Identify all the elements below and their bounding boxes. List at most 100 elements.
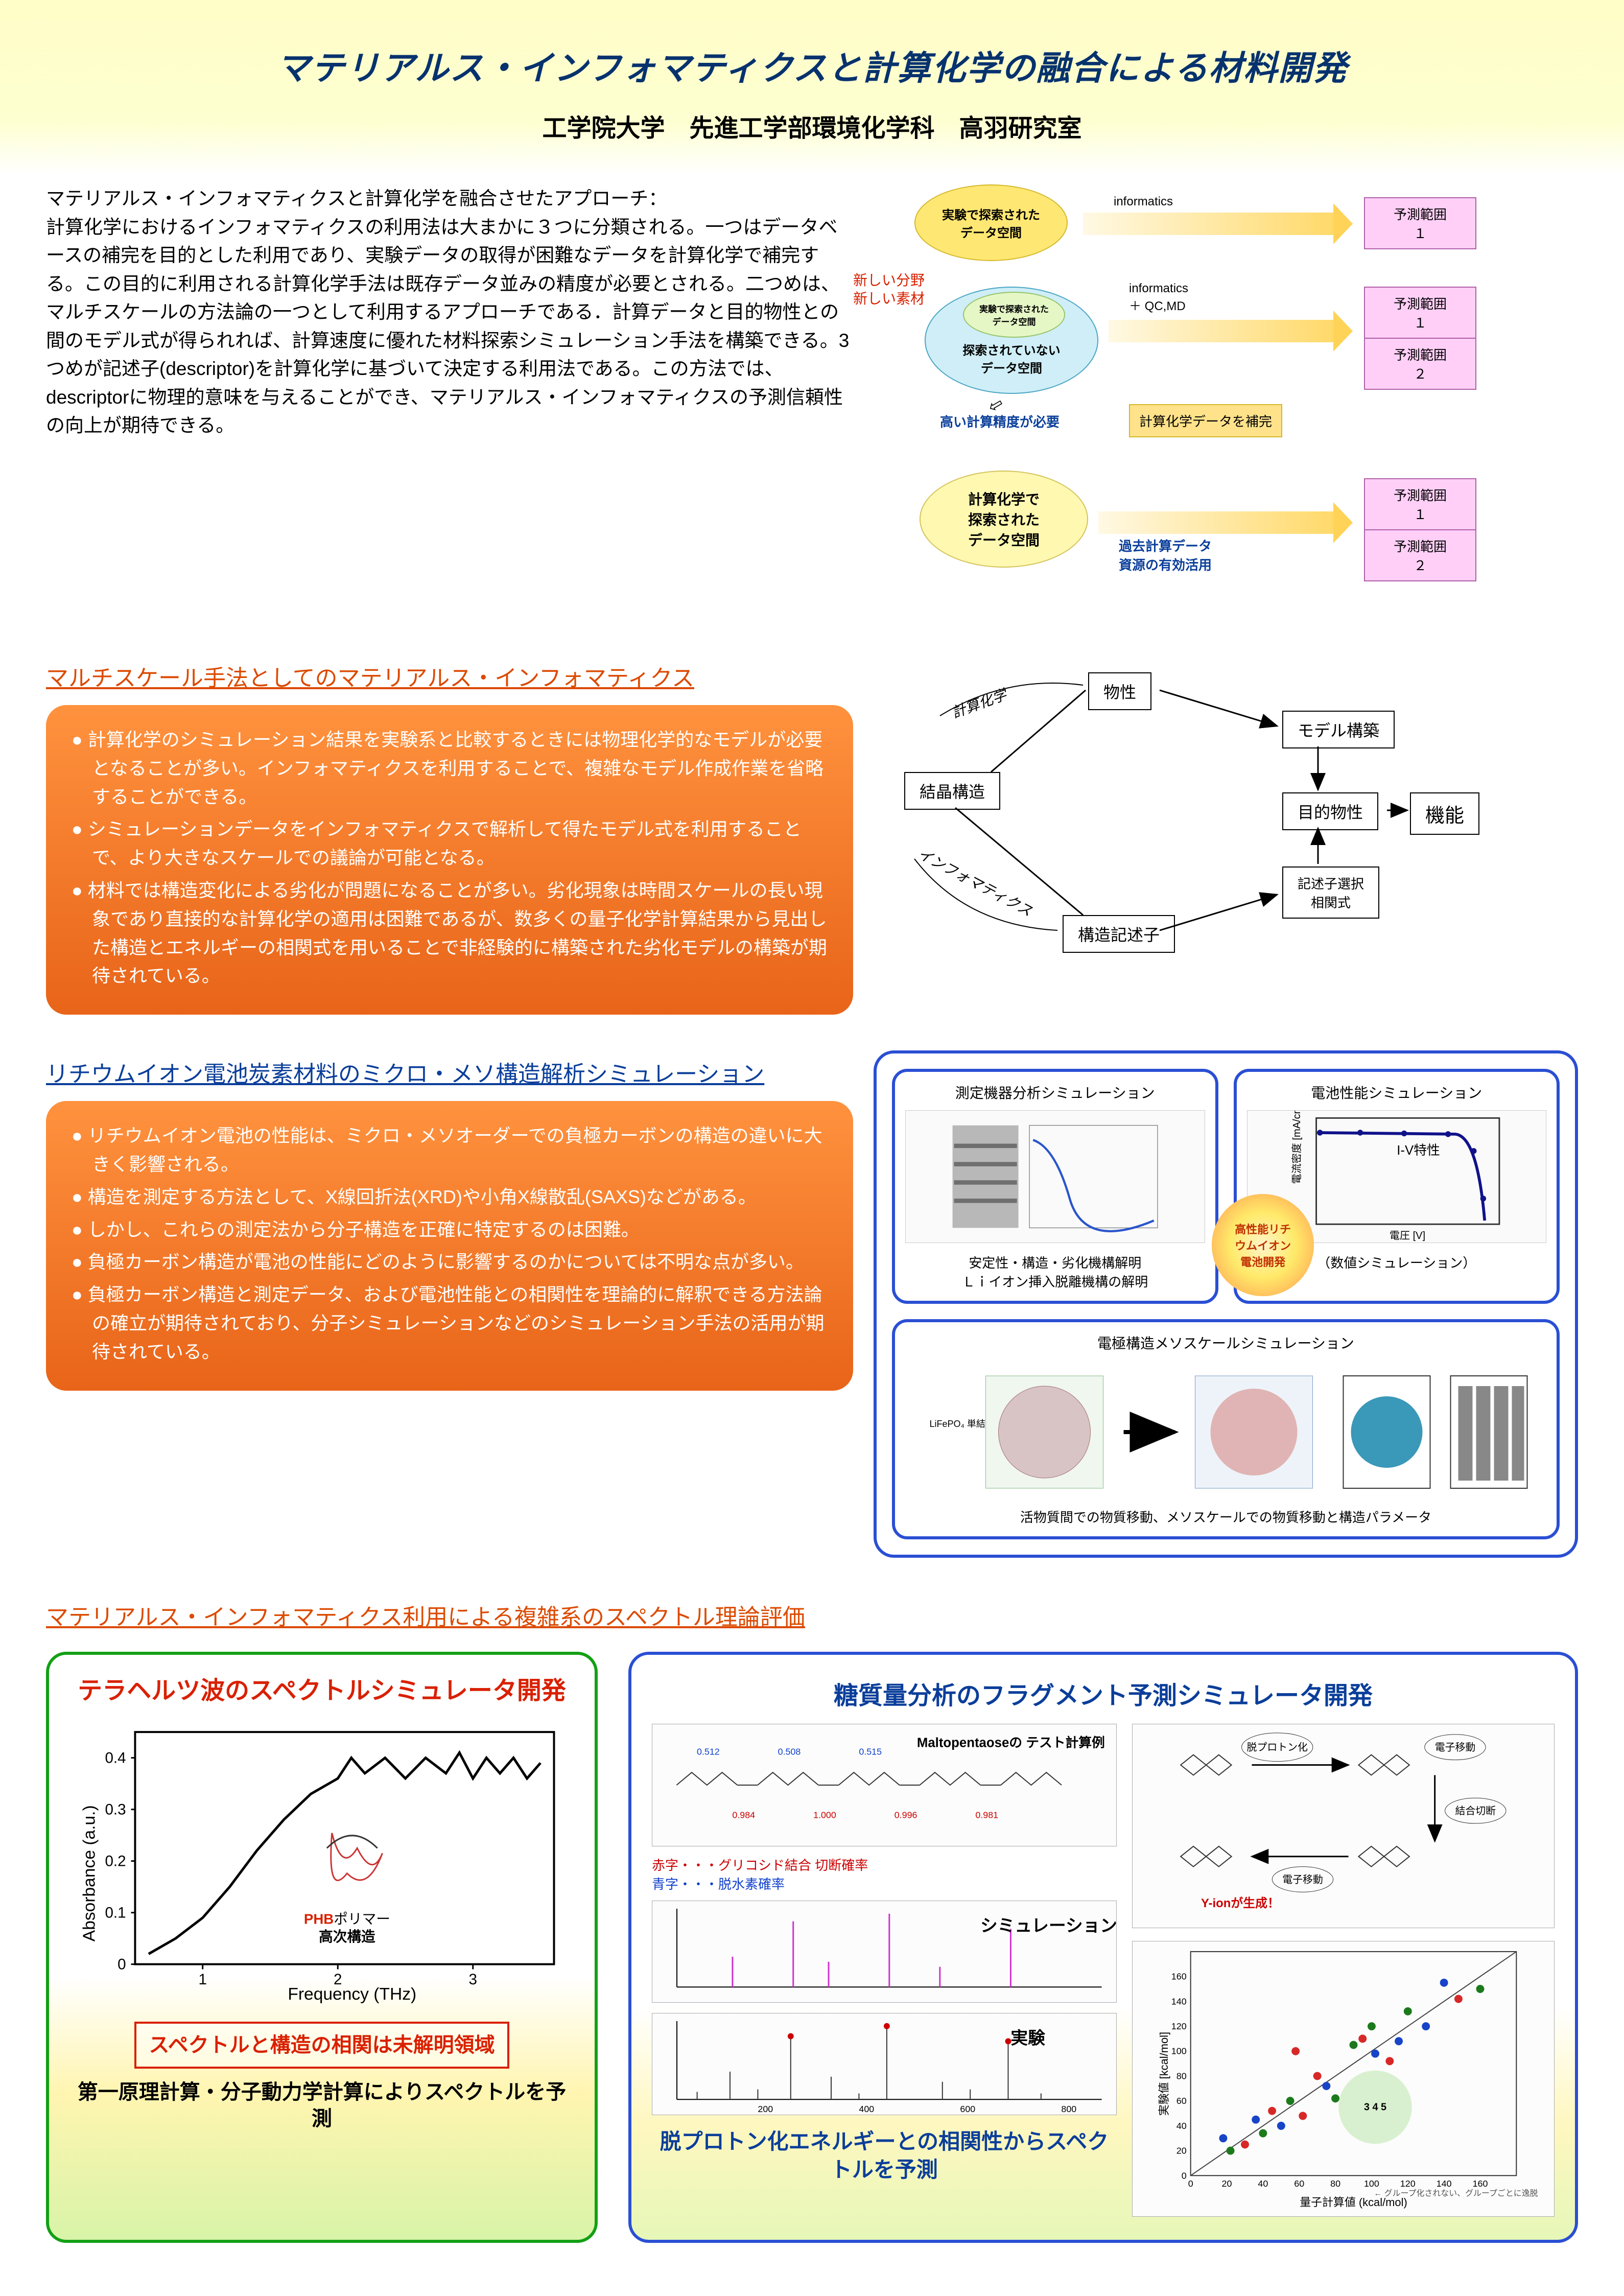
svg-text:60: 60 <box>1294 2178 1304 2189</box>
svg-text:0.1: 0.1 <box>105 1904 126 1921</box>
svg-text:140: 140 <box>1437 2178 1452 2189</box>
thz-foot: 第一原理計算・分子動力学計算によりスペクトルを予測 <box>69 2079 574 2132</box>
thz-panel: テラヘルツ波のスペクトルシミュレータ開発 Absorbance (a.u.) F… <box>46 1652 598 2243</box>
flow-lines <box>874 644 1578 1012</box>
sim-spectrum: シミュレーション <box>652 1901 1117 2003</box>
multiscale-box: 計算化学のシミュレーション結果を実験系と比較するときには物理化学的なモデルが必要… <box>46 705 853 1015</box>
pred-box-2b: 予測範囲 ２ <box>1364 338 1476 390</box>
pred-box-3a: 予測範囲 １ <box>1364 478 1476 530</box>
bullet: シミュレーションデータをインフォマティクスで解析して得たモデル式を利用することで… <box>72 815 828 872</box>
svg-text:40: 40 <box>1176 2121 1187 2131</box>
bullet: リチウムイオン電池の性能は、ミクロ・メソオーダーでの負極カーボンの構造の違いに大… <box>72 1121 828 1179</box>
svg-text:0: 0 <box>1188 2178 1193 2189</box>
informatics-diagram: 実験で探索された データ空間 informatics 予測範囲 １ 新しい分野 … <box>874 184 1578 624</box>
sim-sub-instrument: 測定機器分析シミュレーション 安定性・構造・劣化機構解明 Ｌｉイオン挿入脱離機構… <box>892 1069 1218 1304</box>
svg-text:100: 100 <box>1364 2178 1379 2189</box>
ellipse-experiment-space: 実験で探索された データ空間 <box>914 184 1068 261</box>
svg-text:0.984: 0.984 <box>732 1810 755 1820</box>
svg-text:3 4 5: 3 4 5 <box>1364 2101 1386 2113</box>
svg-text:120: 120 <box>1171 2021 1187 2031</box>
red-note: 赤字・・・グリコシド結合 切断確率 <box>652 1858 868 1873</box>
svg-text:電子移動: 電子移動 <box>1435 1742 1476 1753</box>
svg-text:Y-ionが生成！: Y-ionが生成！ <box>1201 1896 1280 1910</box>
section-title-multiscale: マルチスケール手法としてのマテリアルス・インフォマティクス <box>46 660 853 692</box>
exp-spectrum: 実験 200400600800 <box>652 2013 1117 2115</box>
red-side-note: 新しい分野 新しい素材 <box>853 271 925 309</box>
svg-text:0.4: 0.4 <box>105 1749 126 1766</box>
thz-chart: Absorbance (a.u.) Frequency (THz) 0 0.1 0.… <box>69 1720 574 2006</box>
pred-box-2a: 予測範囲 １ <box>1364 287 1476 339</box>
svg-text:40: 40 <box>1258 2178 1268 2189</box>
ellipse-computed-space: 計算化学で 探索された データ空間 <box>920 471 1088 568</box>
svg-text:0: 0 <box>117 1956 126 1973</box>
sugar-panel: 糖質量分析のフラグメント予測シミュレータ開発 0.984 1.000 0.996… <box>628 1652 1578 2243</box>
svg-text:PHBポリマー: PHBポリマー <box>304 1911 390 1927</box>
svg-text:Frequency (THz): Frequency (THz) <box>288 1984 416 2003</box>
past-data-note: 過去計算データ 資源の有効活用 <box>1119 536 1212 574</box>
sim-sub-mesoscale: 電極構造メソスケールシミュレーション LiFePO₄ 単結晶粒子 活物質間での <box>892 1319 1560 1539</box>
svg-text:結合切断: 結合切断 <box>1455 1805 1496 1817</box>
mesoscale-figure: LiFePO₄ 単結晶粒子 <box>905 1361 1546 1504</box>
svg-text:脱プロトン化: 脱プロトン化 <box>1246 1742 1307 1753</box>
svg-text:0.508: 0.508 <box>778 1747 801 1757</box>
svg-text:1: 1 <box>198 1971 206 1988</box>
svg-text:60: 60 <box>1176 2096 1187 2106</box>
svg-text:シミュレーション: シミュレーション <box>980 1917 1117 1936</box>
svg-text:400: 400 <box>859 2104 874 2114</box>
bullet: しかし、これらの測定法から分子構造を正確に特定するのは困難。 <box>72 1215 828 1244</box>
svg-text:I-V特性: I-V特性 <box>1397 1143 1440 1158</box>
svg-text:電圧 [V]: 電圧 [V] <box>1389 1230 1425 1241</box>
molecule-figure: 0.984 1.000 0.996 0.981 0.512 0.508 0.51… <box>652 1724 1117 1846</box>
svg-text:20: 20 <box>1176 2146 1187 2156</box>
bullet: 負極カーボン構造が電池の性能にどのように影響するのかについては不明な点が多い。 <box>72 1248 828 1276</box>
page-subtitle: 工学院大学 先進工学部環境化学科 高羽研究室 <box>31 108 1593 144</box>
sugar-title: 糖質量分析のフラグメント予測シミュレータ開発 <box>652 1675 1555 1711</box>
supplement-box: 計算化学データを補完 <box>1129 404 1282 437</box>
scatter-chart: 0020204040606080801001001201201401401601… <box>1132 1941 1555 2217</box>
ellipse-small-experiment: 実験で探索された データ空間 <box>963 292 1065 338</box>
svg-text:電子移動: 電子移動 <box>1282 1874 1323 1886</box>
svg-text:0: 0 <box>1182 2170 1187 2181</box>
svg-text:160: 160 <box>1171 1972 1187 1982</box>
svg-text:実験値 [kcal/mol]: 実験値 [kcal/mol] <box>1158 2032 1170 2116</box>
arrow-2 <box>1109 320 1333 342</box>
arrow-3 <box>1098 511 1333 534</box>
pred-box-1: 予測範囲 １ <box>1364 197 1476 249</box>
svg-text:80: 80 <box>1176 2071 1187 2081</box>
svg-text:160: 160 <box>1472 2178 1488 2189</box>
arrow-1 <box>1083 213 1333 235</box>
bullet: 材料では構造変化による劣化が問題になることが多い。劣化現象は時間スケールの長い現… <box>72 876 828 990</box>
simulation-panel: 高性能リチ ウムイオン 電池開発 測定機器分析シミュレーション 安定性・構造・劣… <box>874 1050 1578 1558</box>
svg-text:800: 800 <box>1061 2104 1076 2114</box>
sugar-foot: 脱プロトン化エネルギーとの相関性からスペクトルを予測 <box>652 2128 1117 2184</box>
section-title-spectra: マテリアルス・インフォマティクス利用による複雑系のスペクトル理論評価 <box>46 1599 1578 1631</box>
flow-diagram: 物性 結晶構造 構造記述子 モデル構築 目的物性 機能 計算化学 インフォマティ… <box>874 644 1578 1012</box>
xrd-chart <box>905 1110 1205 1243</box>
main: マテリアルス・インフォマティクスと計算化学を融合させたアプローチ： 計算化学にお… <box>0 174 1624 2263</box>
page-title: マテリアルス・インフォマティクスと計算化学の融合による材料開発 <box>31 41 1593 90</box>
svg-text:0.2: 0.2 <box>105 1853 126 1869</box>
svg-text:0.3: 0.3 <box>105 1801 126 1818</box>
sim-sub-title: 測定機器分析シミュレーション <box>905 1082 1205 1103</box>
pred-box-3b: 予測範囲 ２ <box>1364 529 1476 581</box>
svg-text:80: 80 <box>1330 2178 1340 2189</box>
label-informatics-2: informatics ＋ QC,MD <box>1129 282 1188 314</box>
intro-text: マテリアルス・インフォマティクスと計算化学を融合させたアプローチ： 計算化学にお… <box>46 184 853 624</box>
bullet: 構造を測定する方法として、X線回折法(XRD)や小角X線散乱(SAXS)などがあ… <box>72 1183 828 1211</box>
svg-text:Absorbance (a.u.): Absorbance (a.u.) <box>80 1805 99 1941</box>
svg-text:1.000: 1.000 <box>813 1810 836 1820</box>
svg-text:200: 200 <box>758 2104 773 2114</box>
header: マテリアルス・インフォマティクスと計算化学の融合による材料開発 工学院大学 先進… <box>0 0 1624 174</box>
svg-text:140: 140 <box>1171 1996 1187 2006</box>
svg-text:0.981: 0.981 <box>975 1810 998 1820</box>
bullet: 負極カーボン構造と測定データ、および電池性能との相関性を理論的に解釈できる方法論… <box>72 1280 828 1366</box>
svg-text:0.515: 0.515 <box>859 1747 882 1757</box>
thz-redbox: スペクトルと構造の相関は未解明領域 <box>134 2022 509 2069</box>
mechanism-figure: 脱プロトン化 電子移動 結合切断 電子移動 Y-ionが生成！ <box>1132 1724 1555 1928</box>
svg-text:Maltopentaoseの テスト計算例: Maltopentaoseの テスト計算例 <box>917 1735 1105 1750</box>
bullet: 計算化学のシミュレーション結果を実験系と比較するときには物理化学的なモデルが必要… <box>72 725 828 811</box>
svg-text:2: 2 <box>334 1971 342 1988</box>
svg-text:0.996: 0.996 <box>895 1810 917 1820</box>
blue-note: 青字・・・脱水素確率 <box>652 1877 785 1892</box>
svg-text:0.512: 0.512 <box>697 1747 720 1757</box>
